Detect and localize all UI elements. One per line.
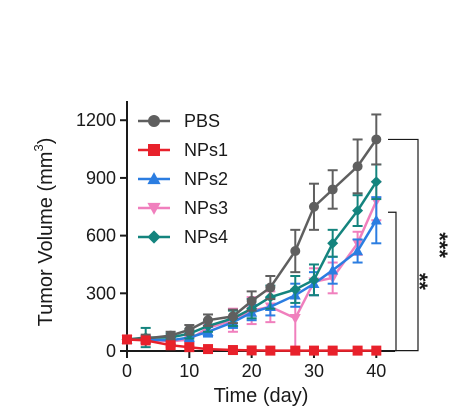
data-point-nps4 [352,205,364,217]
data-point-nps1 [327,345,338,356]
data-point-nps4 [327,237,339,249]
legend: PBS NPs1 NPs2 NPs3 NPs4 [138,111,228,247]
data-point-pbs [227,311,238,322]
y-axis-title-superscript: 3 [31,144,46,151]
x-axis-title: Time (day) [214,385,309,407]
x-tick-label: 10 [179,361,199,381]
significance-bracket [388,211,397,352]
data-point-pbs [165,330,176,341]
y-axis-title-text: Tumor Volume (mm [35,152,57,327]
data-point-nps1 [203,344,214,355]
data-point-pbs [308,201,319,212]
data-point-nps1 [184,342,195,353]
data-point-nps1 [371,345,382,356]
data-point-nps1 [265,345,276,356]
legend-marker-pbs [148,115,160,127]
x-tick-label: 20 [242,361,262,381]
data-point-nps4 [370,176,382,188]
data-point-nps4 [289,283,301,295]
legend-label-nps4: NPs4 [184,227,228,247]
data-point-pbs [184,324,195,335]
y-axis-title: Tumor Volume (mm3) [31,138,57,327]
data-point-nps3 [289,314,301,325]
legend-label-nps2: NPs2 [184,169,228,189]
y-tick-label: 300 [86,283,116,303]
legend-label-pbs: PBS [184,111,220,131]
data-point-nps1 [308,345,319,356]
axes: 0 300 600 900 1200 0 10 20 30 40 [76,101,395,381]
data-point-pbs [265,282,276,293]
data-point-nps1 [352,345,363,356]
y-tick-label: 0 [106,341,116,361]
data-point-pbs [203,315,214,326]
y-axis-title-close: ) [35,138,57,145]
data-point-nps1 [290,345,301,356]
y-tick-label: 900 [86,168,116,188]
data-point-nps1 [227,345,238,356]
data-point-nps2 [370,214,382,225]
data-point-nps1 [122,334,132,345]
significance-label: *** [427,232,452,258]
y-tick-label: 600 [86,226,116,246]
significance-label: ** [407,273,432,291]
legend-label-nps1: NPs1 [184,140,228,160]
series-nps1 [122,334,382,356]
significance-bracket [388,138,419,352]
data-point-pbs [327,184,338,195]
legend-marker-nps1 [148,144,160,156]
data-point-nps4 [308,274,320,286]
data-point-nps1 [140,335,151,346]
y-tick-label: 1200 [76,110,116,130]
series-nps3 [121,180,382,349]
x-tick-label: 30 [304,361,324,381]
data-point-pbs [352,161,363,172]
x-tick-label: 0 [122,361,132,381]
data-point-pbs [246,296,257,306]
data-point-nps2 [327,264,339,275]
legend-marker-nps4 [147,230,161,244]
series-layer [121,113,382,356]
legend-marker-nps3 [147,202,161,215]
x-tick-label: 40 [366,361,386,381]
data-point-pbs [371,134,382,145]
legend-marker-nps2 [147,172,161,185]
significance-brackets: ***** [388,138,452,352]
data-point-pbs [290,246,301,256]
data-point-nps1 [165,340,176,351]
data-point-nps2 [352,245,364,256]
data-point-nps1 [246,345,257,356]
legend-label-nps3: NPs3 [184,198,228,218]
